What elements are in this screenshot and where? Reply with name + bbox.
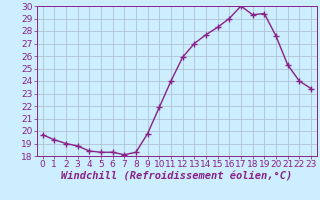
X-axis label: Windchill (Refroidissement éolien,°C): Windchill (Refroidissement éolien,°C)	[61, 172, 292, 182]
